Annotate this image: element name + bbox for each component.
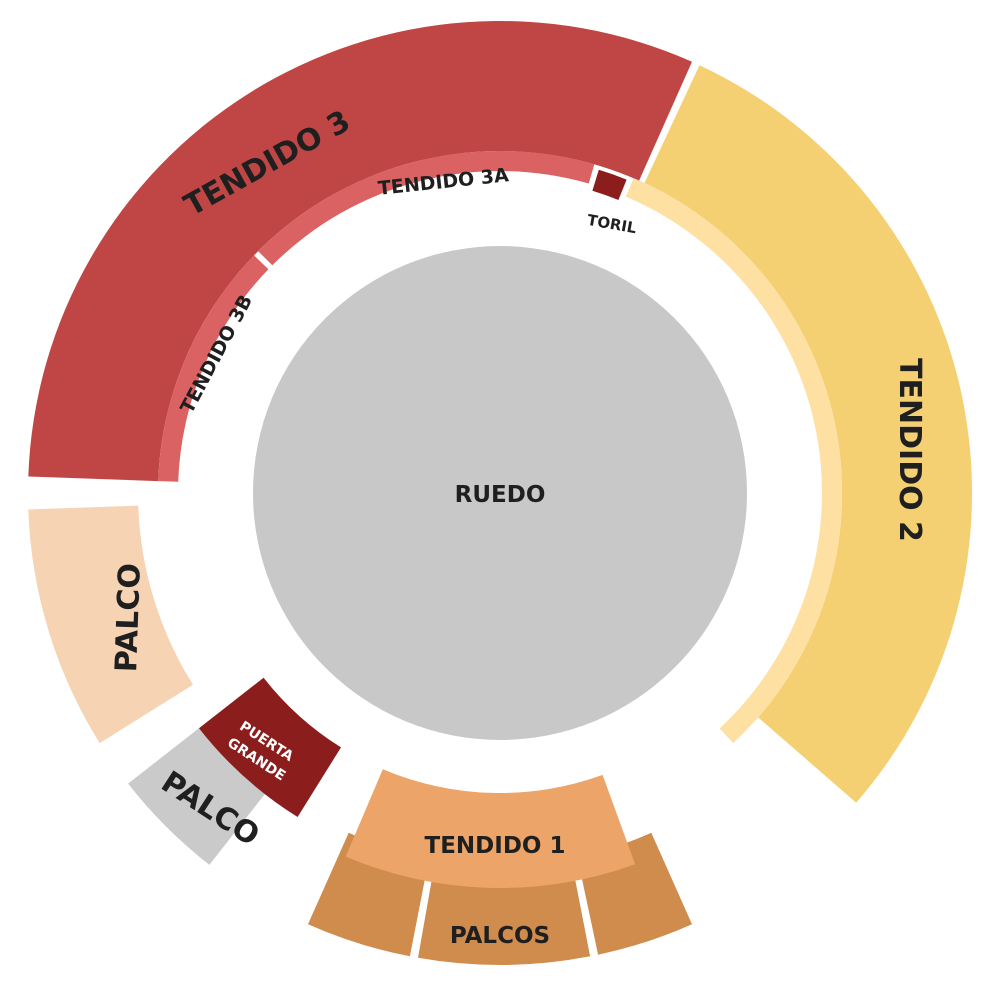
- section-tendido-1[interactable]: [345, 769, 636, 889]
- tendido-2-label: TENDIDO 2: [892, 358, 927, 542]
- toril-label: TORIL: [586, 211, 638, 237]
- section-tendido-2[interactable]: [644, 65, 973, 803]
- ruedo-label: RUEDO: [455, 482, 546, 508]
- palco-left-label: PALCO: [109, 563, 148, 673]
- section-puerta-grande[interactable]: [199, 677, 341, 817]
- section-toril[interactable]: [592, 169, 627, 200]
- palcos-label: PALCOS: [450, 923, 550, 949]
- section-tendido-2-inner[interactable]: [625, 178, 842, 744]
- section-tendido-3b[interactable]: [158, 255, 269, 482]
- ruedo-arena[interactable]: [253, 246, 747, 740]
- section-palco-left[interactable]: [28, 505, 193, 744]
- section-tendido-3a[interactable]: [258, 150, 595, 266]
- section-tendido-3[interactable]: [28, 20, 693, 482]
- tendido-1-label: TENDIDO 1: [425, 833, 566, 859]
